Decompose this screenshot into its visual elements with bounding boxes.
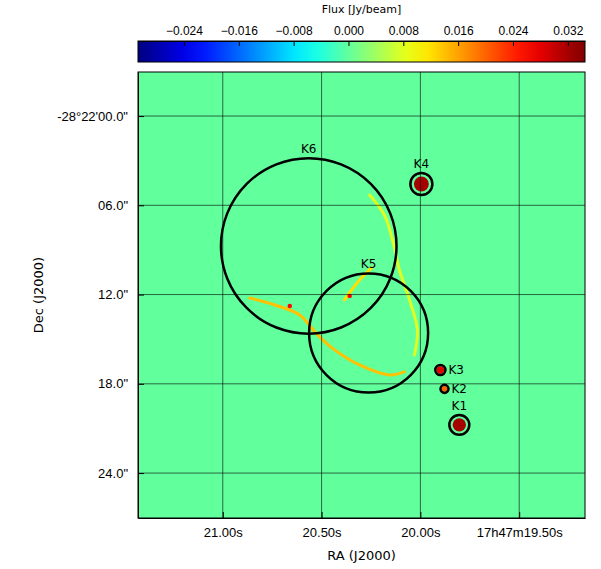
y-tick-mark <box>138 473 144 474</box>
x-tick: 20.00s <box>401 512 441 540</box>
source <box>288 304 292 308</box>
y-tick: 18.0" <box>98 376 144 391</box>
region-label: K1 <box>452 399 468 413</box>
colorbar-axis-line <box>139 41 586 42</box>
x-tick-label: 21.00s <box>204 525 244 540</box>
colorbar-tick-mark <box>568 41 569 46</box>
colorbar-tick-mark <box>294 41 295 46</box>
x-tick: 17h47m19.50s <box>477 512 564 540</box>
x-axis-title: RA (J2000) <box>327 548 396 563</box>
colorbar-tick-label: 0.024 <box>498 24 528 38</box>
x-axis-line <box>139 518 586 519</box>
y-tick-mark <box>138 205 144 206</box>
x-tick-label: 20.00s <box>401 525 441 540</box>
colorbar-tick-mark <box>348 41 349 46</box>
region-circle <box>410 173 432 195</box>
grid-line <box>138 294 585 295</box>
y-axis-title: Dec (J2000) <box>31 257 46 333</box>
region-label: K2 <box>452 382 468 396</box>
colorbar-tick-mark <box>513 41 514 46</box>
y-axis: -28°22'00.0" 06.0" 12.0" 18.0" 24.0" <box>57 73 144 519</box>
colorbar-tick: 0.024 <box>498 24 528 46</box>
y-tick-mark <box>138 116 144 117</box>
colorbar-tick: 0.032 <box>553 24 583 46</box>
colorbar-tick-mark <box>184 41 185 46</box>
grid-line <box>138 383 585 384</box>
colorbar-tick-label: 0.008 <box>389 24 419 38</box>
region-label: K3 <box>448 363 464 377</box>
colorbar-tick: −0.008 <box>276 24 313 46</box>
plot-frame <box>138 72 585 518</box>
x-tick-mark <box>322 512 323 518</box>
region-label: K6 <box>301 142 317 156</box>
filament <box>250 298 405 375</box>
x-tick: 20.50s <box>303 512 343 540</box>
colorbar-tick-label: 0.032 <box>553 24 583 38</box>
x-axis: 21.00s 20.50s 20.00s 17h47m19.50s <box>139 512 586 540</box>
region-circle <box>449 415 469 435</box>
colorbar-tick-label: −0.008 <box>276 24 313 38</box>
x-tick-mark <box>420 512 421 518</box>
colorbar-tick: 0.016 <box>444 24 474 46</box>
y-tick: 24.0" <box>98 466 144 481</box>
region-label: K5 <box>361 257 377 271</box>
colorbar-tick: 0.008 <box>389 24 419 46</box>
source <box>437 366 444 373</box>
colorbar-tick-label: 0.000 <box>334 24 364 38</box>
region-label: K4 <box>414 157 430 171</box>
colorbar-tick: −0.016 <box>221 24 258 46</box>
grid-line <box>519 72 520 518</box>
y-tick-mark <box>138 384 144 385</box>
grid <box>138 72 585 518</box>
colorbar-tick-mark <box>403 41 404 46</box>
grid-line <box>138 205 585 206</box>
colorbar-tick-mark <box>458 41 459 46</box>
x-tick-label: 20.50s <box>303 525 343 540</box>
region-labels: K1 K2 K3 K4 K5 K6 <box>301 142 467 413</box>
x-tick-mark <box>519 512 520 518</box>
grid-line <box>138 116 585 117</box>
grid-line <box>222 72 223 518</box>
x-tick: 21.00s <box>204 512 244 540</box>
chart: K1 K2 K3 K4 K5 K6 21.00s 20.50s 20.00s 17h47m19.5… <box>0 0 601 569</box>
grid-line <box>420 72 421 518</box>
grid-line <box>138 473 585 474</box>
background-emission <box>138 72 585 518</box>
colorbar-tick-mark <box>239 41 240 46</box>
region-circle <box>440 385 448 393</box>
y-tick-label: -28°22'00.0" <box>57 109 128 124</box>
colorbar-title: Flux [Jy/beam] <box>322 3 402 16</box>
colorbar-tick-label: 0.016 <box>444 24 474 38</box>
y-tick-label: 12.0" <box>98 287 128 302</box>
source <box>414 177 429 192</box>
colorbar-tick-label: −0.024 <box>166 24 203 38</box>
y-tick-label: 06.0" <box>98 198 128 213</box>
colorbar: −0.024 −0.016 −0.008 0.000 0.008 0.016 0.024 0.… <box>138 3 586 62</box>
plot-area <box>138 72 585 518</box>
region-circle <box>221 158 397 334</box>
y-tick: 06.0" <box>98 198 144 213</box>
colorbar-tick: −0.024 <box>166 24 203 46</box>
region-circle <box>435 365 445 375</box>
colorbar-tick-label: −0.016 <box>221 24 258 38</box>
y-tick: -28°22'00.0" <box>57 109 144 124</box>
colorbar-gradient <box>138 41 585 62</box>
y-tick-label: 24.0" <box>98 466 128 481</box>
y-tick-mark <box>138 295 144 296</box>
y-tick-label: 18.0" <box>98 376 128 391</box>
x-tick-mark <box>223 512 224 518</box>
y-tick: 12.0" <box>98 287 144 302</box>
source <box>453 418 466 431</box>
x-tick-label: 17h47m19.50s <box>477 525 564 540</box>
colorbar-tick: 0.000 <box>334 24 364 46</box>
colorbar-axis: −0.024 −0.016 −0.008 0.000 0.008 0.016 0.024 0.… <box>139 24 586 46</box>
